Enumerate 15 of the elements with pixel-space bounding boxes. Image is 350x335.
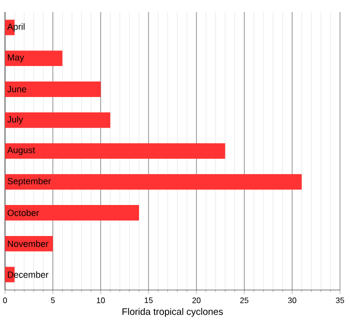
- bar: [5, 236, 53, 252]
- bar: [5, 205, 139, 220]
- y-tick-label: November: [8, 240, 48, 247]
- y-tick-label: August: [7, 146, 36, 156]
- y-tick-label: September: [8, 178, 51, 186]
- y-tick-label: July: [7, 116, 24, 124]
- bar: [5, 82, 101, 97]
- y-tick-label: October: [8, 209, 39, 216]
- bar: [5, 174, 302, 190]
- y-tick-label: May: [8, 54, 24, 62]
- bar: [5, 143, 226, 159]
- y-tick-label: June: [7, 86, 26, 92]
- bar: [5, 112, 110, 128]
- bar: [5, 50, 62, 66]
- x-axis-title: Florida tropical cyclones: [122, 308, 223, 317]
